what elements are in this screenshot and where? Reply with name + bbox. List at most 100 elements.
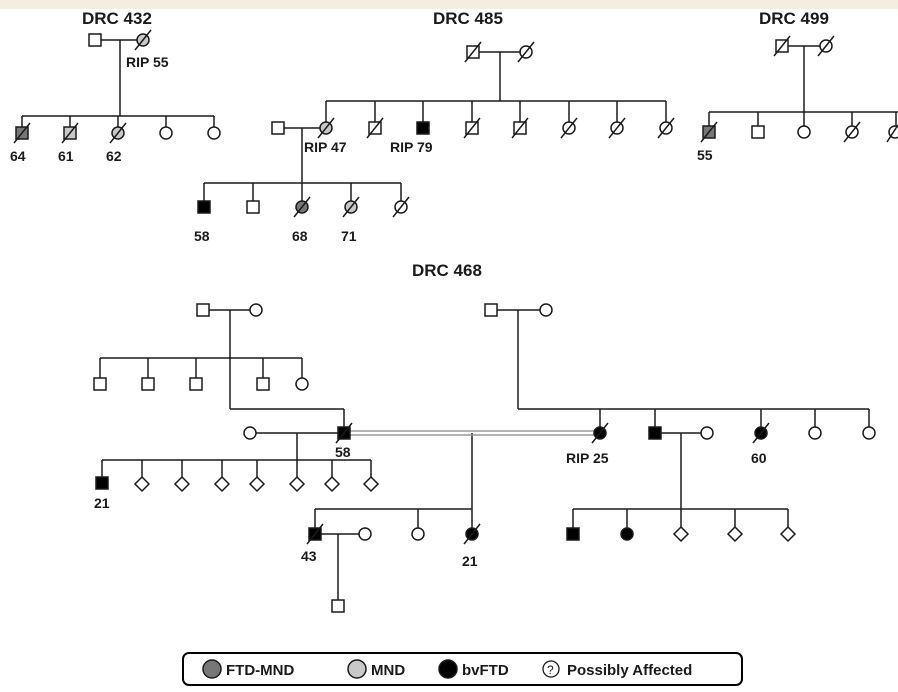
pedigree-lines [99, 309, 870, 600]
legend-box [182, 652, 743, 686]
male-bvftd-deceased [306, 523, 324, 545]
legend-item-mnd: MND [347, 659, 405, 679]
male-ftd-mnd-deceased [13, 122, 31, 144]
male-bvftd [566, 527, 580, 541]
female-bvftd-deceased [591, 422, 609, 444]
male-unaffected [141, 377, 155, 391]
age-label: 21 [462, 553, 478, 569]
ftd-mnd-swatch [202, 659, 222, 679]
female-mnd-deceased [317, 117, 335, 139]
male-bvftd [197, 200, 211, 214]
female-unaffected-deceased [886, 124, 898, 143]
age-label: 61 [58, 148, 74, 164]
female-mnd-deceased [134, 29, 152, 51]
unknown-sex-unaffected [133, 475, 151, 493]
age-label: RIP 55 [126, 54, 169, 70]
male-unaffected [196, 303, 210, 317]
pedigree-lines [21, 39, 215, 127]
male-unaffected [271, 121, 285, 135]
male-bvftd [416, 121, 430, 135]
male-unaffected [331, 599, 345, 613]
female-bvftd-deceased [752, 422, 770, 444]
male-unaffected-deceased [511, 117, 529, 139]
male-bvftd [95, 476, 109, 490]
legend-item-bvftd: bvFTD [438, 659, 509, 679]
pedigree-lines [708, 45, 898, 126]
unknown-sex-unaffected [288, 475, 306, 493]
unknown-sex-unaffected [672, 525, 690, 543]
male-unaffected [93, 377, 107, 391]
female-unaffected-deceased [560, 117, 578, 139]
family-title: DRC 499 [759, 9, 829, 28]
female-unaffected [358, 527, 372, 541]
legend-label: Possibly Affected [567, 662, 692, 679]
family-drc468: DRC 468 [93, 261, 876, 613]
male-unaffected-deceased [464, 41, 482, 63]
female-unaffected [700, 426, 714, 440]
legend-label: MND [371, 662, 405, 679]
female-unaffected [159, 126, 173, 140]
male-unaffected [88, 33, 102, 47]
male-mnd-deceased [61, 122, 79, 144]
unknown-sex-unaffected [323, 475, 341, 493]
bvftd-swatch [438, 659, 458, 679]
age-label: RIP 25 [566, 450, 609, 466]
female-bvftd [620, 527, 634, 541]
female-unaffected-deceased [517, 41, 535, 63]
female-unaffected [249, 303, 263, 317]
male-ftd-mnd-deceased [700, 121, 718, 143]
family-drc499: DRC 499 [697, 9, 898, 163]
unknown-sex-unaffected [779, 525, 797, 543]
male-bvftd-deceased [335, 422, 353, 444]
female-mnd-deceased [109, 122, 127, 144]
female-unaffected [539, 303, 553, 317]
male-unaffected [484, 303, 498, 317]
age-label: 43 [301, 548, 317, 564]
top-band [0, 0, 898, 9]
age-label: 55 [697, 147, 713, 163]
male-unaffected [256, 377, 270, 391]
female-unaffected-deceased [657, 117, 675, 139]
male-bvftd [648, 426, 662, 440]
age-label: 62 [106, 148, 122, 164]
legend-label: FTD-MND [226, 662, 294, 679]
question-glyph: ? [547, 663, 554, 677]
male-unaffected-deceased [366, 117, 384, 139]
female-unaffected [797, 125, 811, 139]
female-unaffected-deceased [817, 35, 835, 57]
female-unaffected-deceased [608, 117, 626, 139]
age-label: RIP 79 [390, 139, 433, 155]
female-unaffected-deceased [843, 121, 861, 143]
female-unaffected [243, 426, 257, 440]
female-unaffected [207, 126, 221, 140]
female-unaffected [808, 426, 822, 440]
female-unaffected [862, 426, 876, 440]
female-mnd-deceased [342, 196, 360, 218]
female-unaffected [295, 377, 309, 391]
family-drc485: DRC 485 [194, 9, 675, 244]
age-label: 58 [335, 444, 351, 460]
age-label: 68 [292, 228, 308, 244]
male-unaffected-deceased [773, 35, 791, 57]
male-unaffected-deceased [463, 117, 481, 139]
family-drc432: DRC 432 RIP 55 [10, 9, 221, 164]
unknown-sex-unaffected [726, 525, 744, 543]
question-circle-icon [542, 660, 560, 678]
family-title: DRC 485 [433, 9, 503, 28]
consanguineous-mating-line [350, 430, 594, 436]
age-label: 60 [751, 450, 767, 466]
female-unaffected-deceased [392, 196, 410, 218]
male-unaffected [189, 377, 203, 391]
female-ftd-mnd-deceased [293, 196, 311, 218]
unknown-sex-unaffected [248, 475, 266, 493]
family-title: DRC 432 [82, 9, 152, 28]
age-label: 71 [341, 228, 357, 244]
unknown-sex-unaffected [173, 475, 191, 493]
age-label: 58 [194, 228, 210, 244]
family-title: DRC 468 [412, 261, 482, 280]
pedigree-lines [203, 51, 667, 201]
male-unaffected [246, 200, 260, 214]
legend-label: bvFTD [462, 662, 509, 679]
